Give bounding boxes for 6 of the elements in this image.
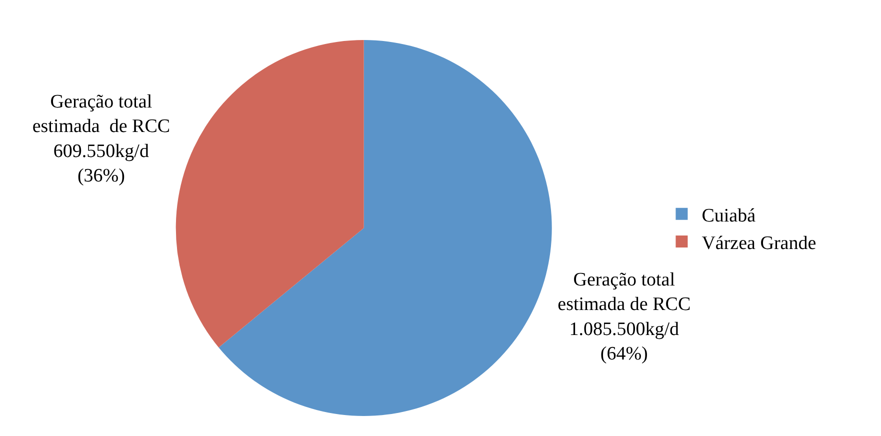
legend-label: Cuiabá [702, 205, 756, 226]
legend-label: Várzea Grande [702, 232, 816, 254]
pie-slice [218, 40, 552, 416]
pie-slice [176, 40, 364, 348]
data-label: Geração total estimada de RCC 609.550kg/d (36%) [32, 92, 170, 187]
data-label: Geração total estimada de RCC 1.085.500kg/d (64%) [558, 269, 691, 364]
